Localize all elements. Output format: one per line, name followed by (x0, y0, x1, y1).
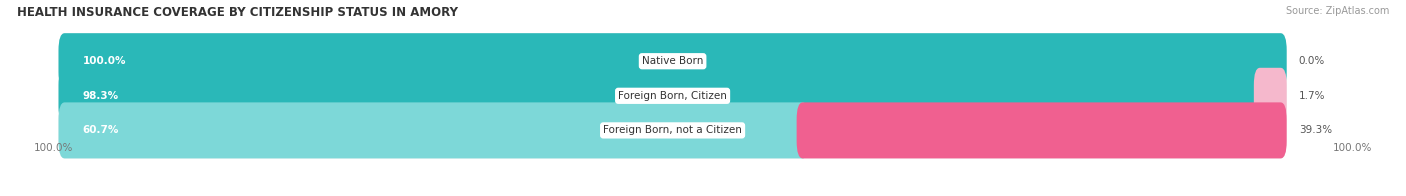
FancyBboxPatch shape (1254, 68, 1286, 124)
Text: 0.0%: 0.0% (1299, 56, 1324, 66)
Text: 1.7%: 1.7% (1299, 91, 1326, 101)
Text: Foreign Born, not a Citizen: Foreign Born, not a Citizen (603, 125, 742, 135)
Text: 100.0%: 100.0% (1333, 143, 1372, 153)
Text: 60.7%: 60.7% (83, 125, 120, 135)
FancyBboxPatch shape (59, 68, 1265, 124)
FancyBboxPatch shape (59, 68, 1286, 124)
FancyBboxPatch shape (797, 102, 1286, 158)
FancyBboxPatch shape (59, 33, 1286, 89)
FancyBboxPatch shape (59, 102, 1286, 158)
FancyBboxPatch shape (59, 33, 1286, 89)
Text: Native Born: Native Born (643, 56, 703, 66)
Text: 100.0%: 100.0% (83, 56, 127, 66)
FancyBboxPatch shape (59, 102, 808, 158)
Text: HEALTH INSURANCE COVERAGE BY CITIZENSHIP STATUS IN AMORY: HEALTH INSURANCE COVERAGE BY CITIZENSHIP… (17, 6, 458, 19)
Text: 39.3%: 39.3% (1299, 125, 1331, 135)
Text: 100.0%: 100.0% (34, 143, 73, 153)
Text: Foreign Born, Citizen: Foreign Born, Citizen (619, 91, 727, 101)
Text: 98.3%: 98.3% (83, 91, 120, 101)
Text: Source: ZipAtlas.com: Source: ZipAtlas.com (1285, 6, 1389, 16)
